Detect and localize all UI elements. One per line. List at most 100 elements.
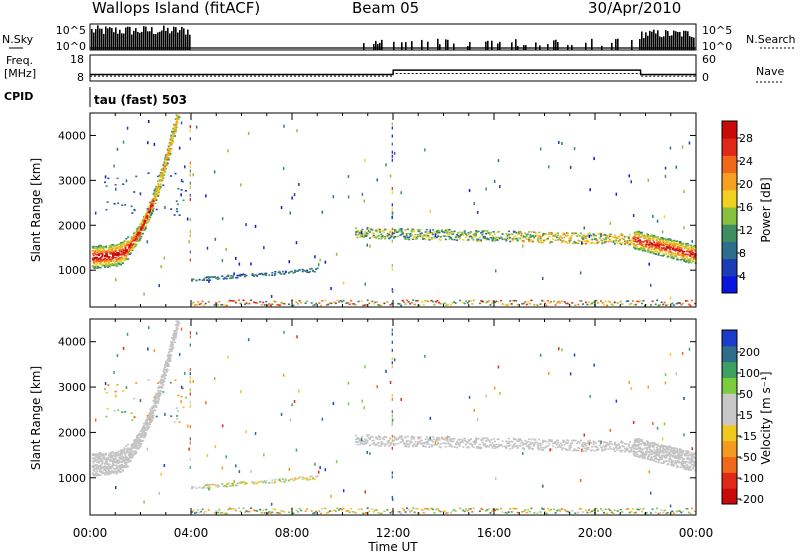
heatmap-cell [665, 252, 668, 255]
heatmap-cell [162, 172, 165, 175]
heatmap-cell [401, 438, 404, 441]
heatmap-cell [435, 439, 438, 442]
heatmap-cell [516, 444, 519, 447]
heatmap-cell [690, 244, 693, 247]
heatmap-cell [120, 242, 123, 245]
heatmap-cell [319, 304, 322, 307]
heatmap-cell [564, 240, 567, 243]
heatmap-cell [549, 439, 552, 441]
heatmap-cell [382, 229, 385, 231]
heatmap-cell [388, 232, 390, 235]
nsky-bar [411, 41, 413, 50]
heatmap-cell [637, 300, 640, 303]
heatmap-cell [632, 242, 635, 245]
heatmap-cell [113, 261, 116, 263]
heatmap-cell [205, 194, 207, 198]
heatmap-cell [617, 447, 620, 449]
heatmap-cell [105, 208, 108, 211]
heatmap-cell [569, 446, 572, 449]
nsky-bar [617, 38, 619, 50]
heatmap-cell [170, 141, 173, 143]
heatmap-cell [157, 183, 160, 185]
heatmap-cell [569, 237, 572, 239]
heatmap-cell [364, 235, 366, 237]
heatmap-cell [98, 249, 101, 251]
heatmap-cell [116, 384, 119, 386]
heatmap-cell [309, 478, 312, 481]
heatmap-cell [494, 240, 496, 242]
heatmap-cell [671, 451, 674, 453]
heatmap-cell [121, 204, 124, 206]
heatmap-cell [427, 235, 430, 237]
heatmap-cell [591, 238, 594, 241]
heatmap-cell [292, 479, 295, 482]
heatmap-cell [131, 455, 134, 458]
heatmap-cell [117, 261, 120, 263]
heatmap-cell [332, 195, 335, 199]
heatmap-cell [157, 175, 159, 178]
heatmap-cell [671, 459, 674, 462]
heatmap-cell [562, 439, 565, 442]
heatmap-cell [511, 239, 514, 242]
heatmap-cell [375, 237, 378, 239]
heatmap-cell [644, 247, 647, 249]
heatmap-cell [602, 238, 605, 240]
heatmap-cell [139, 444, 142, 446]
heatmap-cell [406, 440, 409, 442]
heatmap-cell [145, 419, 148, 422]
heatmap-cell [658, 454, 661, 456]
heatmap-cell [274, 273, 276, 277]
heatmap-cell [393, 443, 395, 445]
heatmap-cell [366, 435, 369, 437]
site-title: Wallops Island (fitACF) [92, 0, 260, 17]
heatmap-cell [236, 484, 239, 487]
heatmap-cell [160, 173, 163, 176]
heatmap-cell [601, 241, 604, 244]
heatmap-cell [533, 236, 536, 239]
heatmap-cell [256, 302, 259, 304]
heatmap-cell [428, 236, 431, 239]
heatmap-cell [439, 239, 442, 241]
heatmap-cell [280, 480, 283, 483]
heatmap-cell [354, 303, 357, 306]
heatmap-cell [500, 443, 503, 446]
heatmap-cell [638, 243, 641, 245]
heatmap-cell [601, 449, 604, 451]
heatmap-cell [113, 461, 116, 464]
heatmap-cell [516, 440, 519, 442]
heatmap-cell [463, 437, 466, 440]
heatmap-cell [124, 462, 127, 464]
heatmap-cell [123, 240, 126, 243]
heatmap-cell [609, 221, 612, 225]
heatmap-cell [624, 240, 626, 243]
heatmap-cell [112, 243, 115, 246]
heatmap-cell [457, 442, 460, 444]
heatmap-cell [584, 242, 587, 245]
heatmap-cell [280, 302, 283, 304]
heatmap-cell [447, 303, 449, 306]
heatmap-cell [509, 240, 512, 243]
heatmap-cell [119, 464, 122, 467]
heatmap-cell [467, 231, 470, 234]
heatmap-cell [424, 231, 427, 233]
heatmap-cell [283, 481, 286, 483]
heatmap-cell [656, 452, 659, 455]
heatmap-cell [606, 235, 609, 237]
heatmap-cell [410, 301, 413, 304]
heatmap-cell [98, 260, 100, 262]
heatmap-cell [677, 258, 680, 261]
heatmap-cell [597, 241, 600, 243]
heatmap-cell [224, 484, 227, 487]
heatmap-cell [418, 441, 421, 444]
heatmap-cell [115, 187, 117, 191]
heatmap-cell [135, 243, 138, 246]
heatmap-cell [375, 444, 378, 446]
heatmap-cell [528, 240, 531, 243]
heatmap-cell [105, 453, 107, 455]
heatmap-cell [507, 440, 510, 443]
heatmap-cell [630, 180, 632, 184]
heatmap-cell [588, 234, 591, 238]
heatmap-cell [400, 438, 403, 440]
heatmap-cell [247, 302, 250, 305]
heatmap-cell [572, 449, 575, 452]
